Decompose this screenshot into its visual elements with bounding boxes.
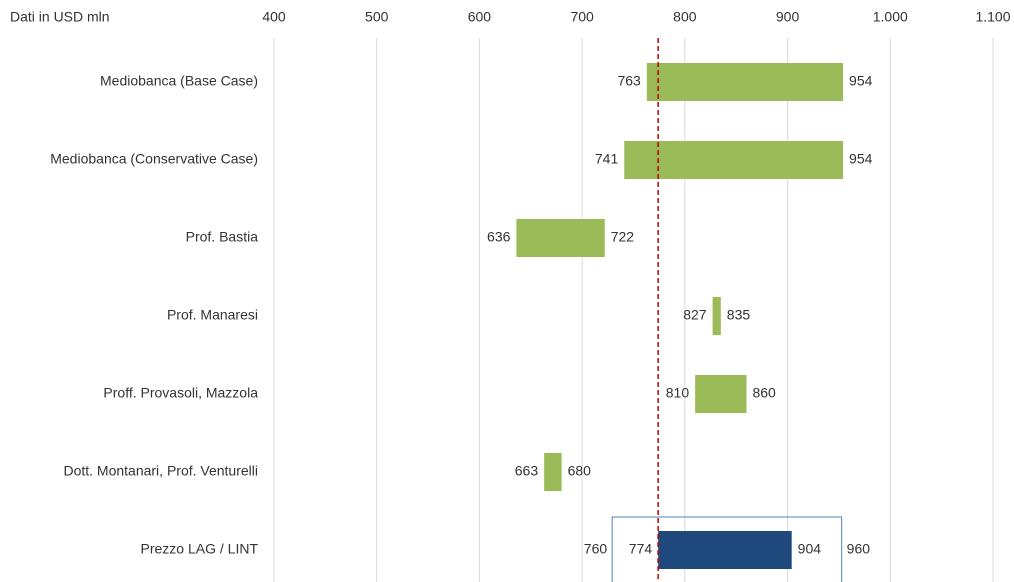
category-label: Mediobanca (Conservative Case) — [50, 151, 258, 167]
category-label: Prof. Manaresi — [167, 307, 258, 323]
low-label: 810 — [666, 385, 690, 401]
bar — [516, 219, 605, 257]
x-tick-label: 700 — [570, 9, 594, 25]
category-label: Mediobanca (Base Case) — [100, 73, 258, 89]
high-label: 680 — [568, 463, 592, 479]
low-label: 663 — [515, 463, 539, 479]
x-tick-label: 1.000 — [873, 9, 908, 25]
x-tick-label: 400 — [262, 9, 286, 25]
high-label: 860 — [752, 385, 776, 401]
high-label: 954 — [849, 151, 873, 167]
low-label: 763 — [617, 73, 641, 89]
category-label: Prof. Bastia — [186, 229, 259, 245]
category-label: Prezzo LAG / LINT — [141, 541, 259, 557]
category-label: Dott. Montanari, Prof. Venturelli — [63, 463, 258, 479]
price-box — [611, 516, 843, 582]
bar — [646, 63, 844, 101]
price-low-label: 760 — [584, 541, 608, 557]
high-label: 835 — [727, 307, 751, 323]
bar — [544, 453, 562, 491]
x-tick-label: 900 — [776, 9, 800, 25]
low-label: 827 — [683, 307, 707, 323]
low-label: 741 — [595, 151, 619, 167]
high-label: 954 — [849, 73, 873, 89]
bar — [624, 141, 844, 179]
low-label: 636 — [487, 229, 511, 245]
bar — [658, 531, 792, 569]
high-label: 722 — [611, 229, 635, 245]
x-tick-label: 1.100 — [975, 9, 1010, 25]
x-tick-label: 800 — [673, 9, 697, 25]
x-tick-label: 500 — [365, 9, 389, 25]
category-label: Proff. Provasoli, Mazzola — [103, 385, 258, 401]
bar — [712, 297, 721, 335]
bar — [695, 375, 747, 413]
low-label: 774 — [629, 541, 653, 557]
chart-title: Dati in USD mln — [10, 9, 110, 25]
x-tick-label: 600 — [468, 9, 492, 25]
high-label: 904 — [798, 541, 822, 557]
price-high-label: 960 — [847, 541, 871, 557]
